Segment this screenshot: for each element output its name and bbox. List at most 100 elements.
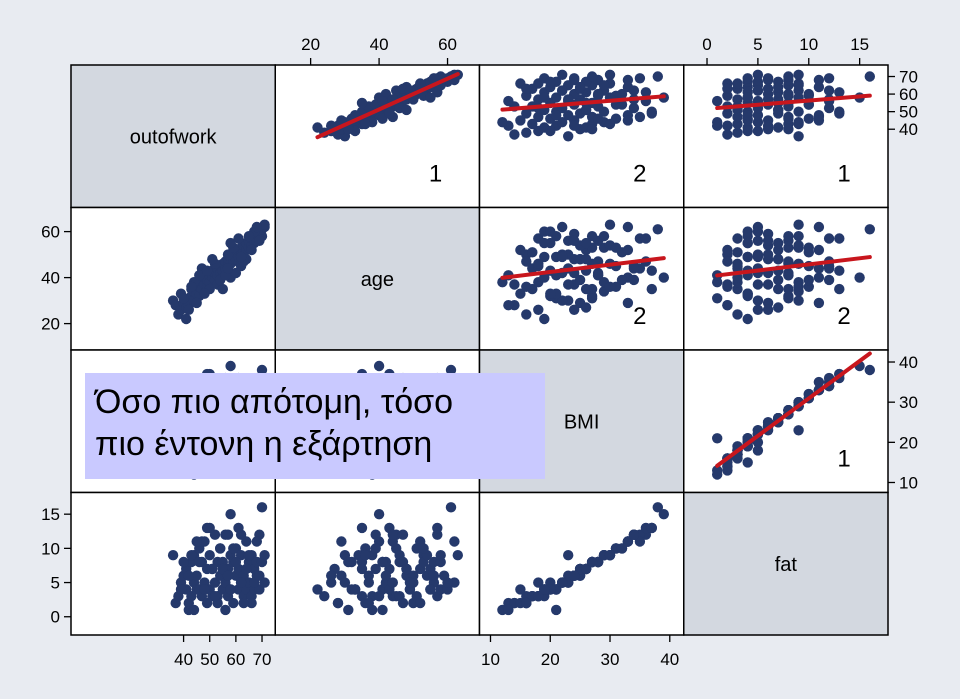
data-point	[586, 124, 598, 135]
pair-label-age-fat: 2	[837, 303, 850, 330]
data-point	[732, 127, 743, 138]
data-point	[199, 288, 210, 299]
tick-label-right-BMI: 40	[899, 353, 918, 372]
data-point	[207, 254, 218, 265]
data-point	[449, 536, 460, 547]
data-point	[712, 465, 723, 476]
data-point	[592, 270, 604, 281]
data-point	[435, 550, 446, 561]
data-point	[762, 249, 774, 260]
data-point	[254, 570, 265, 581]
data-point	[634, 111, 646, 123]
points-fat-BMI	[497, 502, 669, 616]
tick-label-bottom-BMI: 30	[601, 650, 620, 669]
data-point	[773, 302, 784, 313]
data-point	[225, 509, 236, 520]
data-point	[217, 283, 228, 295]
data-point	[813, 297, 825, 309]
data-point	[712, 95, 723, 107]
data-point	[356, 97, 368, 109]
data-point	[343, 604, 354, 616]
data-point	[515, 584, 526, 595]
data-point	[404, 577, 416, 588]
data-point	[823, 233, 835, 244]
data-point	[521, 108, 532, 119]
data-point	[616, 274, 628, 286]
points-age-fat	[712, 219, 875, 325]
data-point	[188, 604, 200, 616]
data-point	[752, 295, 764, 306]
data-point	[864, 71, 875, 82]
callout-box: Όσο πιο απότομη, τόσο πιο έντονη η εξάρτ…	[85, 373, 545, 479]
data-point	[762, 120, 774, 131]
tick-label-right-outofwork: 70	[899, 68, 918, 87]
data-point	[183, 304, 194, 315]
data-point	[563, 110, 574, 121]
tick-label-right-BMI: 30	[899, 393, 918, 412]
data-point	[533, 577, 544, 588]
data-point	[628, 274, 640, 286]
data-point	[557, 69, 568, 81]
diagonal-cell-fat	[683, 491, 889, 636]
tick-label-left-fat: 5	[51, 574, 60, 593]
data-point	[521, 256, 532, 267]
data-point	[425, 584, 436, 595]
data-point	[545, 76, 556, 88]
tick-label-left-fat: 10	[41, 539, 60, 558]
data-point	[557, 85, 568, 96]
data-point	[762, 279, 774, 290]
data-point	[773, 104, 784, 116]
data-point	[225, 584, 236, 595]
data-point	[418, 543, 429, 554]
data-point	[497, 277, 508, 288]
data-point	[616, 543, 628, 554]
data-point	[793, 219, 804, 230]
data-point	[452, 550, 463, 561]
data-point	[191, 297, 202, 309]
data-point	[201, 522, 213, 534]
data-point	[551, 92, 562, 103]
tick-label-bottom-outofwork: 50	[200, 650, 219, 669]
data-point	[813, 115, 825, 126]
data-point	[222, 263, 234, 274]
pair-label-BMI-fat: 1	[837, 446, 850, 473]
data-point	[569, 73, 580, 84]
data-point	[551, 604, 562, 616]
data-point	[539, 272, 550, 283]
data-point	[167, 550, 179, 561]
data-point	[773, 81, 784, 93]
pair-label-age-BMI: 2	[633, 303, 646, 330]
callout-line-2: πιο έντονη η εξάρτηση	[95, 425, 433, 463]
data-point	[580, 254, 592, 265]
data-point	[445, 502, 457, 513]
data-point	[752, 304, 764, 315]
data-point	[181, 313, 192, 325]
data-point	[580, 563, 592, 575]
tick-label-left-fat: 0	[51, 608, 60, 627]
data-point	[509, 279, 520, 290]
data-point	[834, 265, 845, 276]
tick-label-right-outofwork: 50	[899, 103, 918, 122]
data-point	[604, 219, 616, 230]
data-point	[246, 244, 257, 256]
data-point	[742, 251, 753, 263]
data-point	[557, 295, 568, 306]
data-point	[628, 263, 640, 274]
data-point	[580, 283, 592, 295]
tick-label-bottom-BMI: 10	[481, 650, 500, 669]
data-point	[401, 104, 412, 116]
data-point	[722, 279, 733, 290]
data-point	[175, 584, 187, 595]
diagonal-label-age: age	[361, 269, 394, 291]
data-point	[732, 247, 743, 258]
data-point	[742, 457, 753, 468]
data-point	[732, 78, 743, 89]
data-point	[545, 125, 556, 137]
data-point	[373, 360, 385, 372]
data-point	[178, 293, 189, 304]
data-point	[752, 235, 764, 246]
data-point	[539, 92, 550, 103]
scatter-cell-age-outofwork	[70, 206, 276, 351]
data-point	[515, 244, 526, 256]
data-point	[238, 597, 249, 609]
